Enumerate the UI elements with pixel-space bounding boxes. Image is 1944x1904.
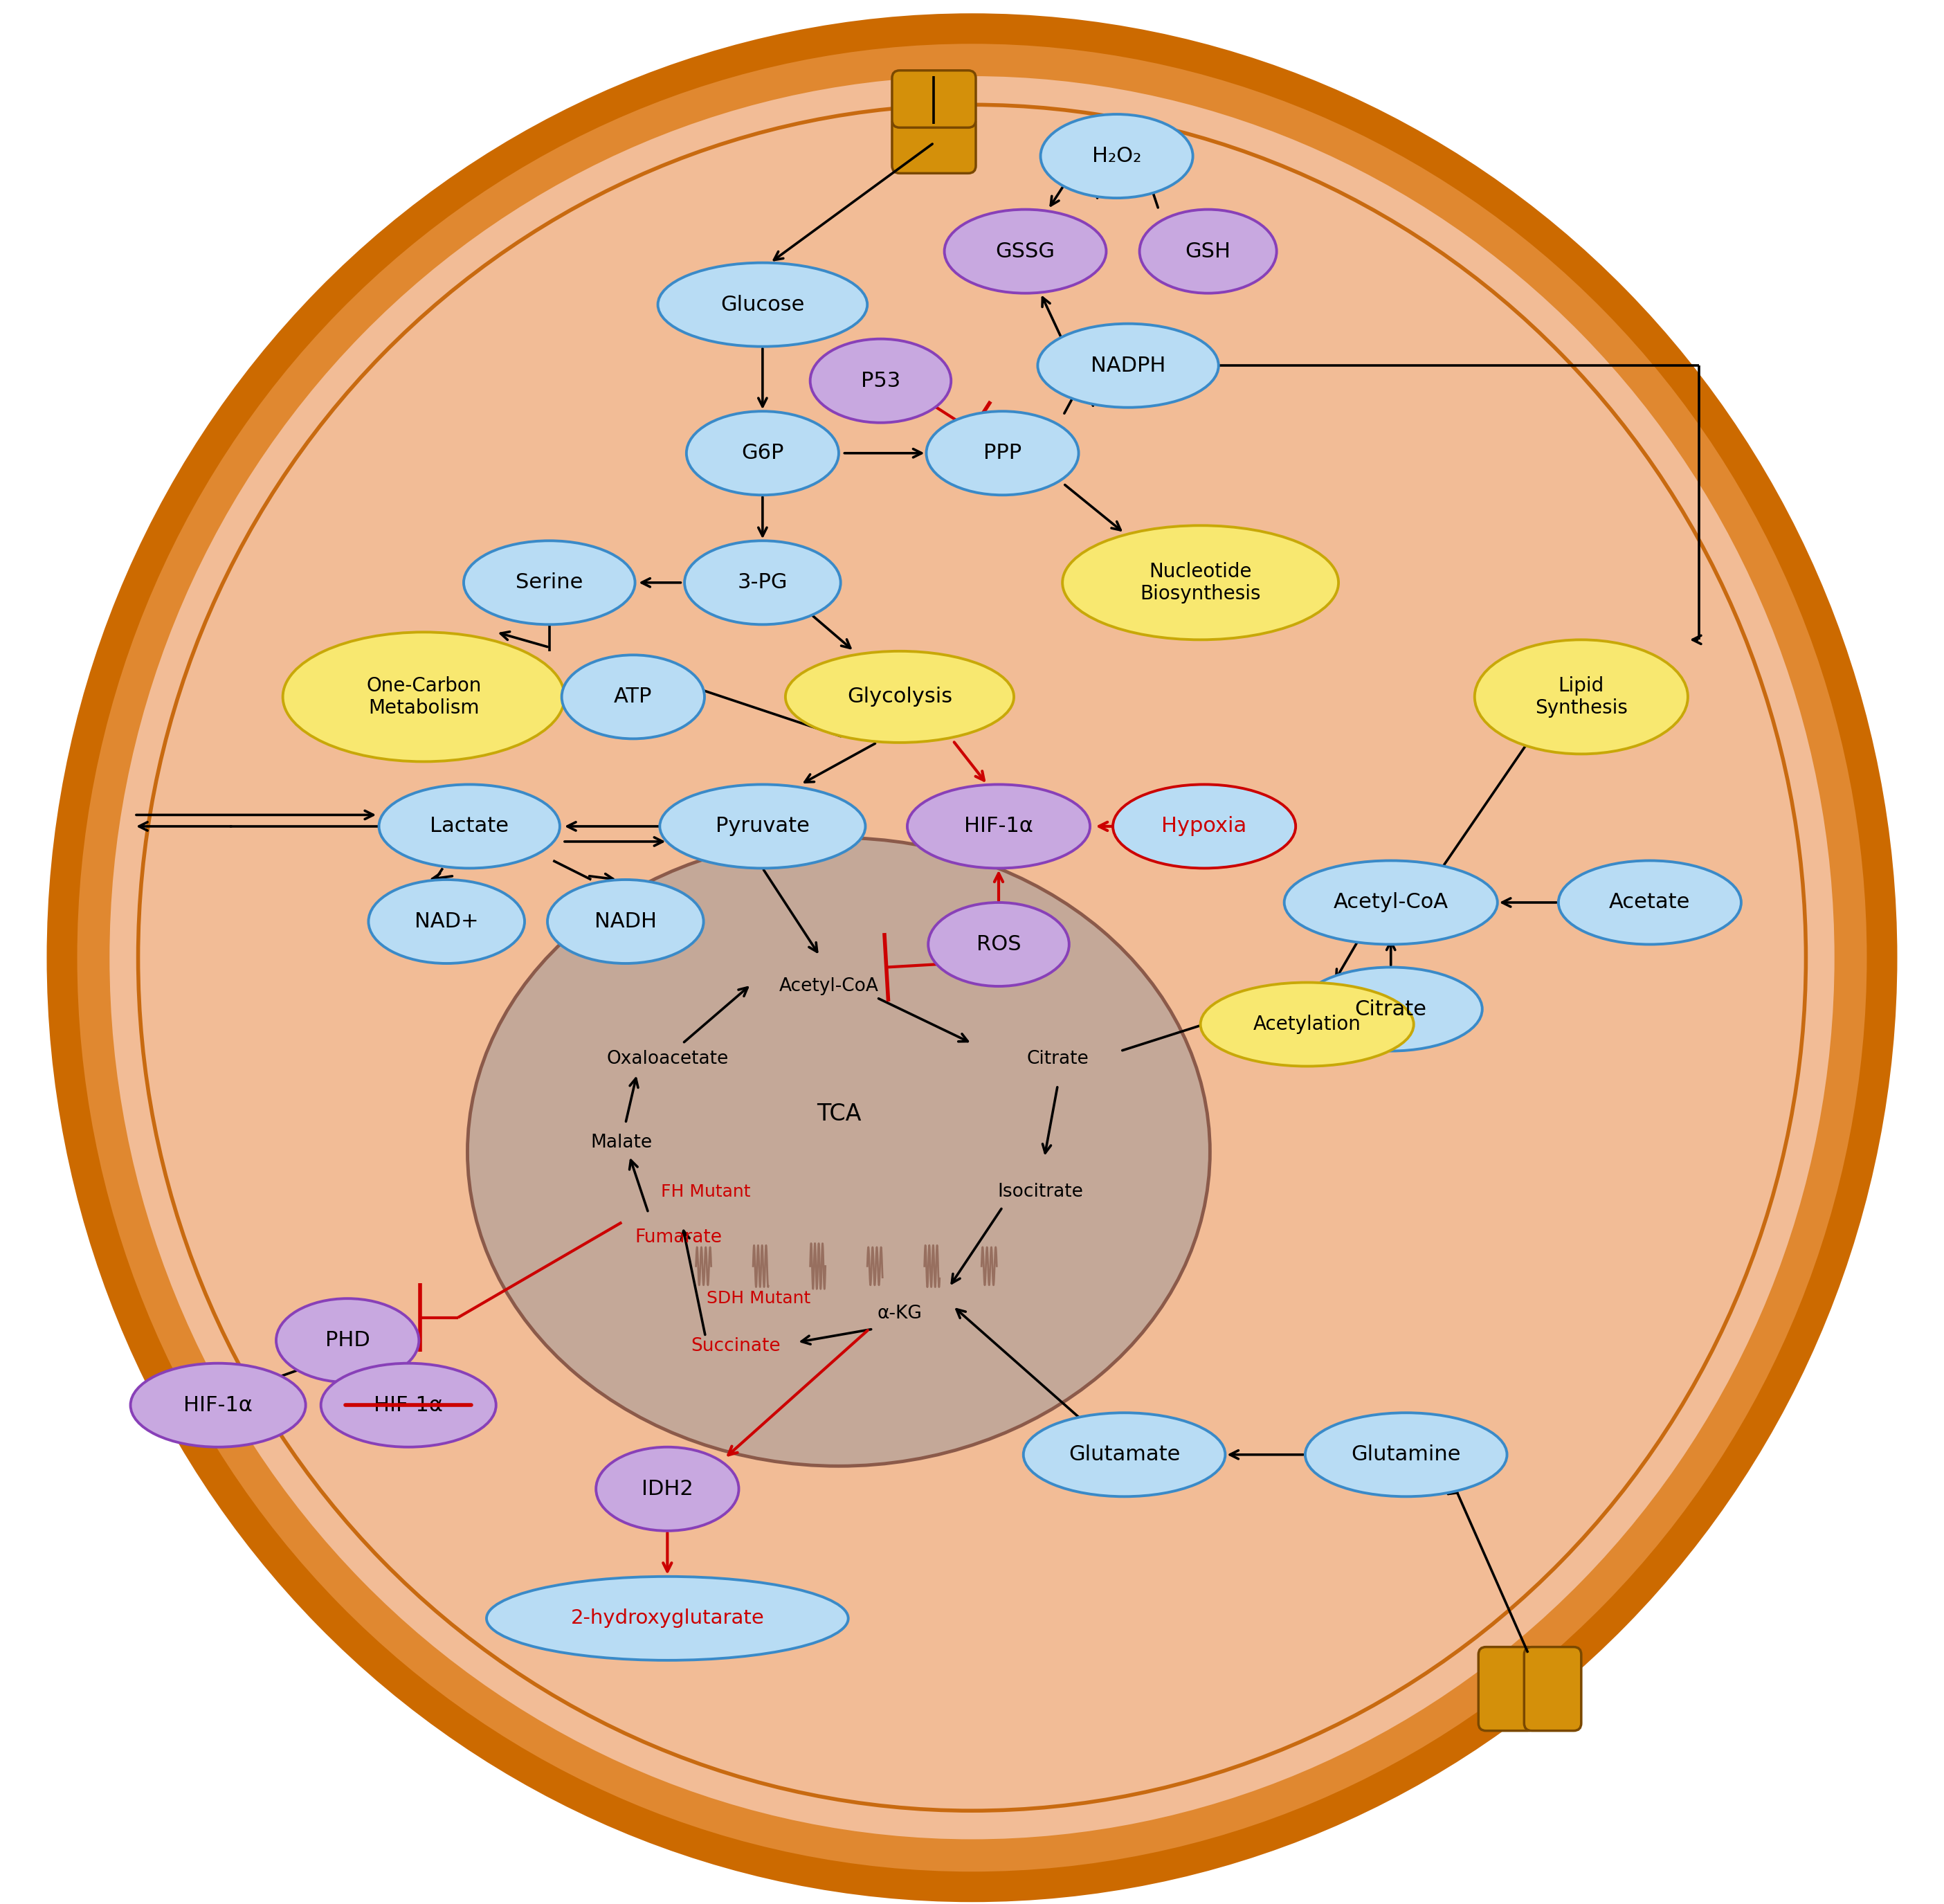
Ellipse shape <box>925 411 1079 495</box>
Text: 3-PG: 3-PG <box>737 573 787 592</box>
Text: ATP: ATP <box>614 687 653 706</box>
Ellipse shape <box>369 880 525 963</box>
Text: α-KG: α-KG <box>877 1304 921 1323</box>
Ellipse shape <box>130 1363 305 1447</box>
Ellipse shape <box>1040 114 1194 198</box>
Text: NADH: NADH <box>595 912 657 931</box>
Text: Lactate: Lactate <box>430 817 509 836</box>
Ellipse shape <box>908 784 1091 868</box>
Ellipse shape <box>548 880 704 963</box>
Text: Succinate: Succinate <box>690 1337 781 1356</box>
Text: Serine: Serine <box>515 573 583 592</box>
Text: FH Mutant: FH Mutant <box>661 1184 750 1200</box>
Text: Pyruvate: Pyruvate <box>715 817 809 836</box>
Text: Acetyl-CoA: Acetyl-CoA <box>1334 893 1448 912</box>
Text: Citrate: Citrate <box>1355 1000 1427 1019</box>
Ellipse shape <box>1038 324 1219 407</box>
Text: Glycolysis: Glycolysis <box>848 687 953 706</box>
Ellipse shape <box>1475 640 1687 754</box>
Ellipse shape <box>1304 1413 1507 1497</box>
Text: 2-hydroxyglutarate: 2-hydroxyglutarate <box>572 1609 764 1628</box>
Ellipse shape <box>78 44 1866 1872</box>
Text: PHD: PHD <box>325 1331 369 1350</box>
Ellipse shape <box>1299 967 1481 1051</box>
Ellipse shape <box>465 541 636 625</box>
Ellipse shape <box>811 339 951 423</box>
Text: Malate: Malate <box>591 1133 653 1152</box>
Text: ROS: ROS <box>976 935 1021 954</box>
Text: GSSG: GSSG <box>995 242 1056 261</box>
Ellipse shape <box>109 76 1835 1839</box>
Text: HIF-1α: HIF-1α <box>964 817 1032 836</box>
Text: Citrate: Citrate <box>1026 1049 1089 1068</box>
Ellipse shape <box>562 655 704 739</box>
Ellipse shape <box>597 1447 739 1531</box>
Ellipse shape <box>1112 784 1295 868</box>
Ellipse shape <box>1139 209 1277 293</box>
Text: SDH Mutant: SDH Mutant <box>708 1291 811 1306</box>
Ellipse shape <box>282 632 564 762</box>
Text: Lipid
Synthesis: Lipid Synthesis <box>1536 676 1627 718</box>
Ellipse shape <box>684 541 840 625</box>
Text: NAD+: NAD+ <box>414 912 478 931</box>
Ellipse shape <box>47 13 1897 1902</box>
Text: Fumarate: Fumarate <box>636 1228 723 1247</box>
Text: TCA: TCA <box>816 1102 861 1125</box>
Text: HIF-1α: HIF-1α <box>183 1396 253 1415</box>
Text: Acetylation: Acetylation <box>1254 1015 1361 1034</box>
Ellipse shape <box>1063 526 1339 640</box>
Text: Hypoxia: Hypoxia <box>1163 817 1246 836</box>
Text: Acetyl-CoA: Acetyl-CoA <box>780 977 879 996</box>
Text: P53: P53 <box>861 371 900 390</box>
FancyBboxPatch shape <box>1479 1647 1536 1731</box>
FancyBboxPatch shape <box>892 70 976 128</box>
FancyBboxPatch shape <box>892 116 976 173</box>
Text: Glucose: Glucose <box>721 295 805 314</box>
Text: Isocitrate: Isocitrate <box>997 1182 1083 1201</box>
Text: NADPH: NADPH <box>1091 356 1166 375</box>
Text: H₂O₂: H₂O₂ <box>1093 147 1141 166</box>
Text: Glutamine: Glutamine <box>1351 1445 1462 1464</box>
Text: IDH2: IDH2 <box>642 1479 694 1498</box>
Ellipse shape <box>927 902 1069 986</box>
Ellipse shape <box>659 784 865 868</box>
Text: Oxaloacetate: Oxaloacetate <box>607 1049 729 1068</box>
Ellipse shape <box>785 651 1015 743</box>
Ellipse shape <box>686 411 838 495</box>
Text: Nucleotide
Biosynthesis: Nucleotide Biosynthesis <box>1139 562 1262 604</box>
Text: Acetate: Acetate <box>1610 893 1691 912</box>
Ellipse shape <box>467 838 1209 1466</box>
Ellipse shape <box>1285 861 1497 944</box>
Text: Glutamate: Glutamate <box>1069 1445 1180 1464</box>
Ellipse shape <box>1023 1413 1225 1497</box>
Ellipse shape <box>379 784 560 868</box>
Ellipse shape <box>486 1577 848 1660</box>
Ellipse shape <box>945 209 1106 293</box>
FancyBboxPatch shape <box>1524 1647 1580 1731</box>
Ellipse shape <box>321 1363 496 1447</box>
Text: One-Carbon
Metabolism: One-Carbon Metabolism <box>365 676 482 718</box>
Text: PPP: PPP <box>984 444 1021 463</box>
Ellipse shape <box>657 263 867 347</box>
Ellipse shape <box>1201 982 1413 1066</box>
Text: HIF-1α: HIF-1α <box>373 1396 443 1415</box>
Ellipse shape <box>276 1299 418 1382</box>
Text: GSH: GSH <box>1186 242 1231 261</box>
Ellipse shape <box>1559 861 1742 944</box>
Text: G6P: G6P <box>741 444 783 463</box>
